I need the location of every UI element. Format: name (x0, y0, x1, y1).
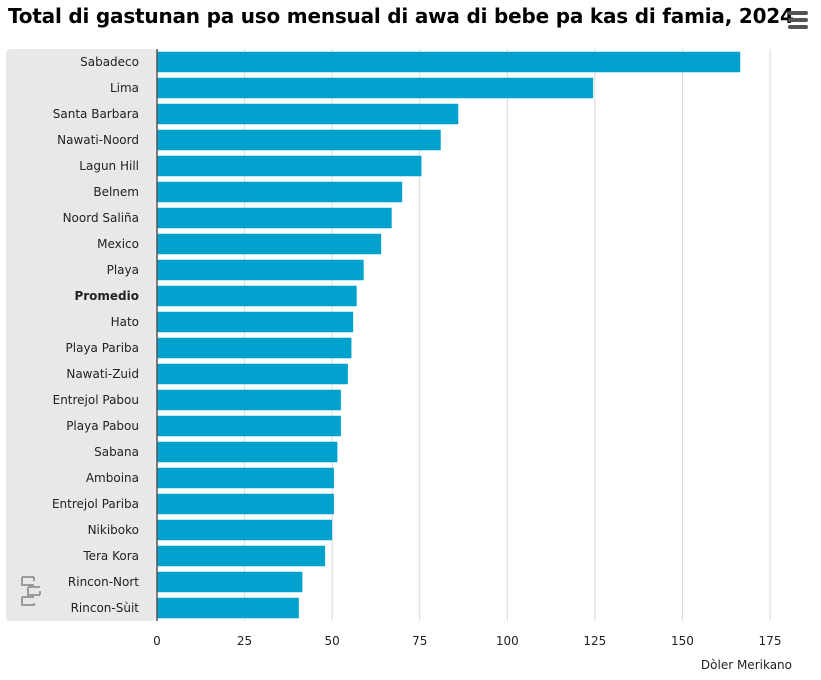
x-axis-unit-label: Dòler Merikano (701, 658, 792, 672)
category-label: Hato (111, 315, 139, 329)
bar[interactable] (157, 207, 392, 229)
bars (157, 51, 741, 619)
x-tick-label: 0 (153, 634, 161, 648)
bar[interactable] (157, 571, 303, 593)
category-label: Nawati-Zuid (66, 367, 139, 381)
category-label: Nawati-Noord (57, 133, 139, 147)
x-tick-label: 75 (412, 634, 427, 648)
x-tick-label: 175 (759, 634, 782, 648)
bar[interactable] (157, 493, 334, 515)
category-label: Rincon-Nort (68, 575, 139, 589)
x-tick-label: 25 (237, 634, 252, 648)
bar[interactable] (157, 285, 357, 307)
category-label: Nikiboko (88, 523, 139, 537)
category-label: Entrejol Pabou (53, 393, 139, 407)
category-label: Tera Kora (82, 549, 139, 563)
category-label: Rincon-Sùit (71, 601, 140, 615)
category-label: Noord Saliña (63, 211, 139, 225)
bar[interactable] (157, 129, 441, 151)
bar[interactable] (157, 597, 299, 619)
bar[interactable] (157, 311, 354, 333)
category-label: Lima (110, 81, 139, 95)
bar[interactable] (157, 519, 333, 541)
chart-title: Total di gastunan pa uso mensual di awa … (8, 4, 794, 28)
category-label: Entrejol Pariba (52, 497, 139, 511)
category-label: Playa (107, 263, 139, 277)
x-tick-label: 100 (496, 634, 519, 648)
category-label: Sabadeco (80, 55, 139, 69)
bar[interactable] (157, 467, 334, 489)
cbs-logo-icon (21, 576, 41, 606)
bar[interactable] (157, 259, 364, 281)
x-tick-label: 125 (583, 634, 606, 648)
x-tick-label: 150 (671, 634, 694, 648)
bar[interactable] (157, 155, 422, 177)
category-label: Lagun Hill (79, 159, 139, 173)
bar[interactable] (157, 77, 594, 99)
bar[interactable] (157, 389, 341, 411)
bar[interactable] (157, 51, 741, 73)
hamburger-menu-icon[interactable] (786, 8, 810, 32)
x-tick-label: 50 (325, 634, 340, 648)
category-label: Playa Pariba (66, 341, 139, 355)
category-labels: Sabadeco Lima Santa Barbara Nawati-Noord Lag… (52, 55, 139, 615)
category-panel (6, 49, 157, 621)
bar[interactable] (157, 415, 341, 437)
category-label: Playa Pabou (66, 419, 139, 433)
bar[interactable] (157, 545, 326, 567)
bar[interactable] (157, 441, 338, 463)
category-label: Belnem (93, 185, 139, 199)
category-label: Santa Barbara (53, 107, 139, 121)
category-label: Promedio (74, 289, 139, 303)
bar[interactable] (157, 181, 403, 203)
x-axis-ticks: 0 25 50 75 100 125 150 175 (153, 634, 781, 648)
category-label: Amboina (86, 471, 139, 485)
bar[interactable] (157, 103, 459, 125)
bar[interactable] (157, 233, 382, 255)
bar[interactable] (157, 337, 352, 359)
category-label: Mexico (97, 237, 139, 251)
bar[interactable] (157, 363, 348, 385)
category-label: Sabana (94, 445, 139, 459)
